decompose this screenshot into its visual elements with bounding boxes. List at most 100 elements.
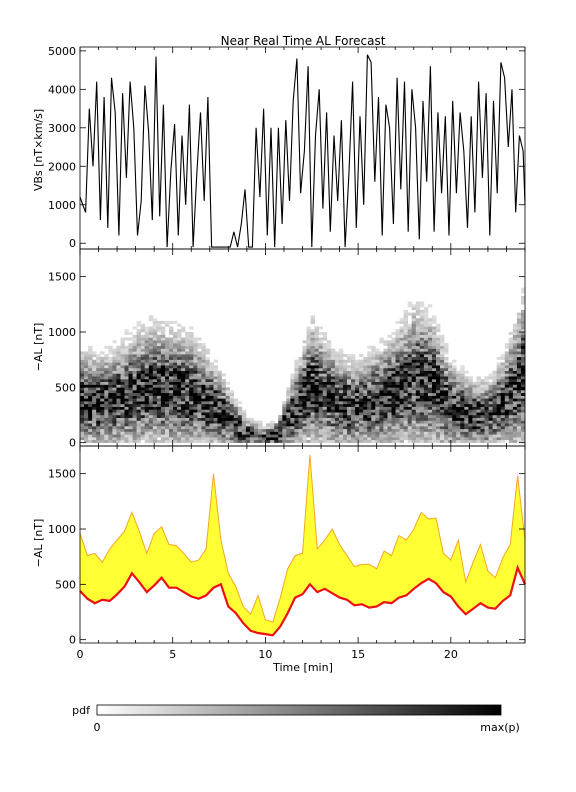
density-cell bbox=[92, 406, 97, 410]
density-cell bbox=[314, 334, 319, 338]
density-cell bbox=[177, 384, 182, 388]
density-cell bbox=[92, 373, 97, 377]
density-cell bbox=[322, 354, 328, 358]
density-cell bbox=[144, 373, 150, 377]
density-cell bbox=[387, 343, 392, 347]
density-cell bbox=[282, 434, 287, 438]
density-cell bbox=[245, 437, 251, 441]
density-cell bbox=[84, 415, 89, 418]
density-cell bbox=[84, 439, 89, 443]
density-cell bbox=[468, 403, 473, 407]
density-cell bbox=[521, 439, 526, 443]
density-cell bbox=[334, 395, 340, 399]
density-cell bbox=[444, 403, 449, 407]
density-cell bbox=[318, 392, 324, 396]
density-cell bbox=[427, 387, 433, 391]
density-cell bbox=[436, 379, 441, 382]
density-cell bbox=[217, 392, 222, 396]
density-cell bbox=[201, 348, 206, 352]
density-cell bbox=[80, 356, 85, 360]
density-cell bbox=[516, 318, 522, 322]
density-cell bbox=[213, 423, 218, 427]
density-cell bbox=[120, 362, 125, 366]
density-cell bbox=[148, 381, 154, 385]
density-cell bbox=[108, 434, 113, 438]
density-cell bbox=[302, 381, 307, 385]
density-cell bbox=[306, 365, 311, 369]
density-cell bbox=[399, 354, 404, 358]
density-cell bbox=[112, 428, 117, 432]
density-cell bbox=[266, 437, 271, 441]
density-cell bbox=[476, 381, 481, 385]
density-cell bbox=[92, 362, 97, 366]
density-cell bbox=[464, 420, 469, 424]
density-cell bbox=[521, 329, 526, 333]
density-cell bbox=[347, 420, 352, 424]
density-cell bbox=[343, 387, 348, 391]
density-cell bbox=[96, 362, 101, 366]
density-cell bbox=[185, 390, 190, 394]
density-cell bbox=[140, 359, 146, 363]
density-cell bbox=[136, 373, 141, 377]
density-cell bbox=[80, 437, 85, 441]
density-cell bbox=[403, 376, 408, 380]
density-cell bbox=[132, 345, 137, 349]
density-cell bbox=[407, 398, 413, 402]
density-cell bbox=[492, 426, 497, 430]
density-cell bbox=[294, 381, 299, 385]
density-cell bbox=[363, 420, 368, 424]
density-cell bbox=[152, 356, 158, 360]
density-cell bbox=[326, 398, 332, 402]
al-density-ytick-label: 0 bbox=[69, 437, 76, 450]
density-cell bbox=[112, 373, 117, 377]
density-cell bbox=[221, 384, 226, 388]
density-cell bbox=[193, 381, 198, 385]
density-cell bbox=[302, 439, 307, 443]
density-cell bbox=[152, 343, 158, 347]
density-cell bbox=[177, 323, 182, 327]
density-cell bbox=[330, 406, 336, 410]
density-cell bbox=[343, 439, 348, 443]
density-cell bbox=[419, 359, 425, 363]
density-cell bbox=[363, 415, 368, 418]
density-cell bbox=[310, 401, 315, 405]
density-cell bbox=[148, 398, 154, 402]
density-cell bbox=[452, 406, 457, 410]
density-cell bbox=[508, 332, 514, 335]
density-cell bbox=[197, 417, 202, 421]
density-cell bbox=[432, 423, 437, 427]
density-cell bbox=[521, 398, 526, 402]
density-cell bbox=[496, 362, 502, 366]
density-cell bbox=[100, 409, 105, 413]
density-cell bbox=[355, 384, 360, 388]
density-cell bbox=[367, 390, 372, 394]
density-cell bbox=[500, 376, 506, 380]
density-cell bbox=[468, 387, 473, 391]
density-cell bbox=[496, 423, 502, 427]
density-cell bbox=[355, 359, 360, 363]
density-cell bbox=[407, 301, 413, 305]
density-cell bbox=[104, 376, 109, 380]
density-cell bbox=[217, 409, 222, 413]
density-cell bbox=[294, 412, 299, 416]
density-cell bbox=[298, 431, 303, 435]
density-cell bbox=[124, 368, 129, 371]
density-cell bbox=[165, 340, 170, 344]
density-cell bbox=[338, 426, 344, 430]
density-cell bbox=[140, 431, 146, 435]
density-cell bbox=[298, 412, 303, 416]
density-cell bbox=[383, 395, 388, 399]
density-cell bbox=[504, 428, 510, 432]
density-cell bbox=[326, 423, 332, 427]
density-cell bbox=[423, 403, 429, 407]
density-cell bbox=[452, 420, 457, 424]
density-cell bbox=[217, 417, 222, 421]
density-cell bbox=[144, 420, 150, 424]
density-cell bbox=[500, 392, 506, 396]
density-cell bbox=[444, 398, 449, 402]
density-cell bbox=[375, 370, 380, 374]
density-cell bbox=[423, 381, 429, 385]
density-cell bbox=[310, 318, 315, 322]
density-cell bbox=[460, 417, 465, 421]
density-cell bbox=[343, 406, 348, 410]
